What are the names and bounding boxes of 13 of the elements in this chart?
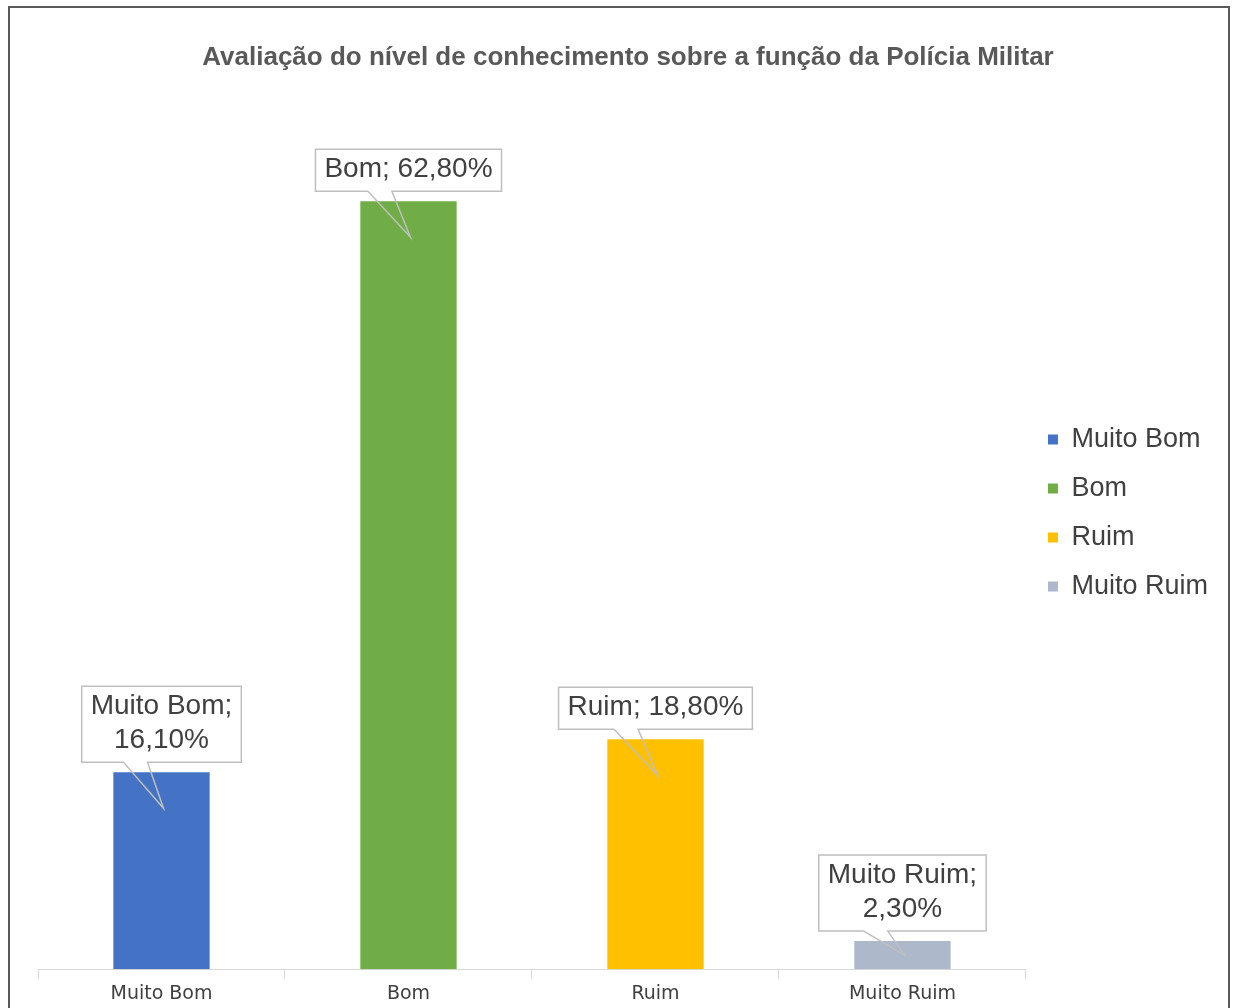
data-label: Muito Ruim; 2,30% [827,857,978,923]
data-label: Ruim; 18,80% [567,690,744,722]
x-tick-label: Muito Bom [110,980,213,1003]
legend-label: Bom [1071,471,1127,502]
legend-label: Muito Bom [1071,422,1201,453]
x-tick-label: Ruim [631,980,680,1003]
chart-title: Avaliação do nível de conhecimento sobre a função da Polícia Militar [202,40,1054,71]
x-tick-label: Bom [386,980,431,1003]
x-tick-label: Muito Ruim [848,980,956,1003]
data-label: Bom; 62,80% [324,151,493,183]
legend-label: Muito Ruim [1071,569,1208,600]
data-label: Muito Bom; 16,10% [90,689,233,755]
legend-label: Ruim [1071,520,1135,551]
